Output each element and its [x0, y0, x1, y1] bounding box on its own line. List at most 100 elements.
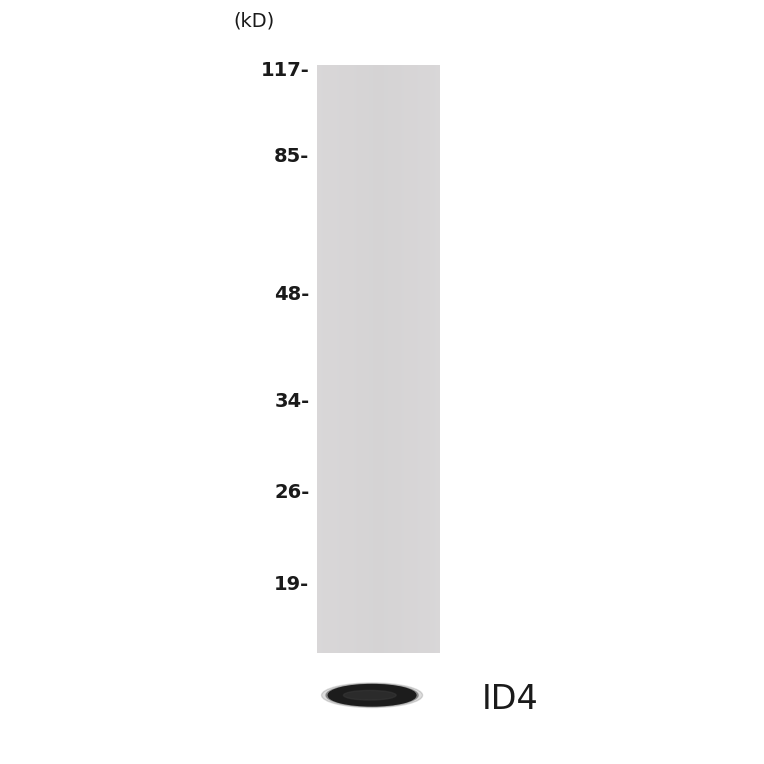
- Bar: [411, 65, 413, 653]
- Bar: [419, 65, 421, 653]
- Bar: [406, 65, 407, 653]
- Bar: [406, 65, 409, 653]
- Bar: [376, 65, 378, 653]
- Bar: [357, 65, 358, 653]
- Bar: [416, 65, 418, 653]
- Bar: [410, 65, 412, 653]
- Bar: [365, 65, 367, 653]
- Bar: [353, 65, 354, 653]
- Bar: [319, 65, 321, 653]
- Bar: [335, 65, 336, 653]
- Bar: [421, 65, 422, 653]
- Bar: [418, 65, 419, 653]
- Bar: [377, 65, 379, 653]
- Bar: [350, 65, 351, 653]
- Ellipse shape: [322, 683, 422, 707]
- Bar: [412, 65, 413, 653]
- Bar: [413, 65, 415, 653]
- Bar: [342, 65, 343, 653]
- Bar: [424, 65, 426, 653]
- Bar: [325, 65, 327, 653]
- Bar: [427, 65, 429, 653]
- Bar: [375, 65, 377, 653]
- Bar: [361, 65, 363, 653]
- Bar: [393, 65, 395, 653]
- Bar: [344, 65, 345, 653]
- Bar: [402, 65, 403, 653]
- Bar: [324, 65, 326, 653]
- Bar: [384, 65, 385, 653]
- Bar: [317, 65, 319, 653]
- Bar: [433, 65, 435, 653]
- Bar: [345, 65, 348, 653]
- Bar: [439, 65, 440, 653]
- Bar: [382, 65, 384, 653]
- Bar: [318, 65, 320, 653]
- Bar: [354, 65, 355, 653]
- Bar: [359, 65, 361, 653]
- Ellipse shape: [329, 685, 416, 706]
- Text: ID4: ID4: [481, 682, 538, 716]
- Bar: [414, 65, 416, 653]
- Bar: [397, 65, 398, 653]
- Bar: [425, 65, 427, 653]
- Bar: [330, 65, 332, 653]
- Bar: [388, 65, 390, 653]
- Ellipse shape: [344, 691, 397, 700]
- Bar: [380, 65, 382, 653]
- Bar: [403, 65, 406, 653]
- Bar: [326, 65, 328, 653]
- Bar: [345, 65, 346, 653]
- Bar: [423, 65, 425, 653]
- Bar: [342, 65, 345, 653]
- Bar: [379, 65, 381, 653]
- Bar: [434, 65, 436, 653]
- Bar: [351, 65, 352, 653]
- Text: 34-: 34-: [274, 392, 309, 410]
- Bar: [323, 65, 325, 653]
- Bar: [338, 65, 340, 653]
- Bar: [384, 65, 386, 653]
- Bar: [327, 65, 329, 653]
- Bar: [437, 65, 439, 653]
- Bar: [329, 65, 330, 653]
- Bar: [390, 65, 391, 653]
- Bar: [329, 65, 331, 653]
- Bar: [393, 65, 394, 653]
- Bar: [363, 65, 364, 653]
- Bar: [426, 65, 428, 653]
- Bar: [362, 65, 364, 653]
- Bar: [422, 65, 424, 653]
- Bar: [356, 65, 358, 653]
- Bar: [367, 65, 369, 653]
- Bar: [358, 65, 360, 653]
- Bar: [332, 65, 334, 653]
- Bar: [322, 65, 324, 653]
- Bar: [399, 65, 400, 653]
- Bar: [430, 65, 432, 653]
- Ellipse shape: [326, 684, 418, 707]
- Bar: [368, 65, 370, 653]
- Bar: [390, 65, 392, 653]
- Bar: [420, 65, 422, 653]
- Bar: [373, 65, 375, 653]
- Bar: [400, 65, 401, 653]
- Bar: [405, 65, 406, 653]
- Bar: [409, 65, 410, 653]
- Bar: [408, 65, 410, 653]
- Bar: [394, 65, 397, 653]
- Bar: [371, 65, 373, 653]
- Bar: [387, 65, 389, 653]
- Bar: [415, 65, 416, 653]
- Bar: [333, 65, 335, 653]
- Bar: [347, 65, 348, 653]
- Bar: [428, 65, 430, 653]
- Bar: [354, 65, 357, 653]
- Bar: [400, 65, 403, 653]
- Bar: [374, 65, 376, 653]
- Bar: [372, 65, 374, 653]
- Bar: [397, 65, 400, 653]
- Bar: [436, 65, 438, 653]
- Bar: [387, 65, 388, 653]
- Text: (kD): (kD): [234, 12, 275, 31]
